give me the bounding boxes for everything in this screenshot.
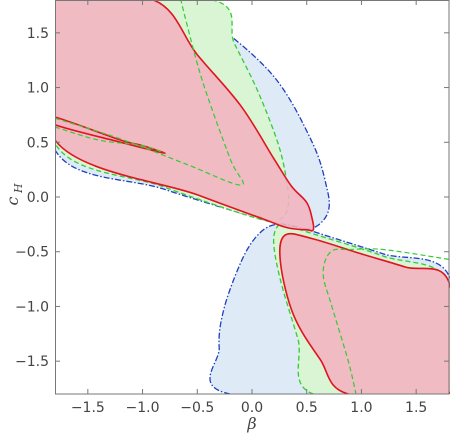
regions-layer xyxy=(55,0,450,394)
green-cusp-contour xyxy=(55,126,165,154)
y-axis: 1.5 1.0 0.5 0.0 −0.5 −1.0 −1.5 xyxy=(15,26,449,370)
x-tick-label: −1.5 xyxy=(71,400,105,416)
green-inner-contour-lower xyxy=(322,248,450,394)
region-red-2 xyxy=(278,232,450,394)
y-tick-label: 0.0 xyxy=(27,190,49,206)
green-inner-contour xyxy=(55,0,244,186)
y-axis-label-sub: H xyxy=(12,183,25,194)
x-tick-label: −0.5 xyxy=(180,400,214,416)
y-tick-label: 1.5 xyxy=(27,26,49,42)
y-tick-label: −1.5 xyxy=(15,354,49,370)
y-tick-label: −1.0 xyxy=(15,299,49,315)
x-tick-label: 0.0 xyxy=(241,400,263,416)
y-tick-label: −0.5 xyxy=(15,245,49,261)
contours-layer xyxy=(55,0,450,394)
y-tick-label: 1.0 xyxy=(27,81,49,97)
y-axis-label-main: c xyxy=(3,196,22,205)
x-tick-label: −1.0 xyxy=(126,400,160,416)
x-axis: −1.5 −1.0 −0.5 0.0 0.5 1.0 1.5 xyxy=(71,0,427,416)
x-tick-label: 1.5 xyxy=(405,400,427,416)
x-axis-label: β xyxy=(246,414,256,433)
x-tick-label: 0.5 xyxy=(296,400,318,416)
y-axis-label: c H xyxy=(3,183,25,205)
y-tick-label: 0.5 xyxy=(27,135,49,151)
x-tick-label: 1.0 xyxy=(350,400,372,416)
region-red-1 xyxy=(55,0,315,232)
